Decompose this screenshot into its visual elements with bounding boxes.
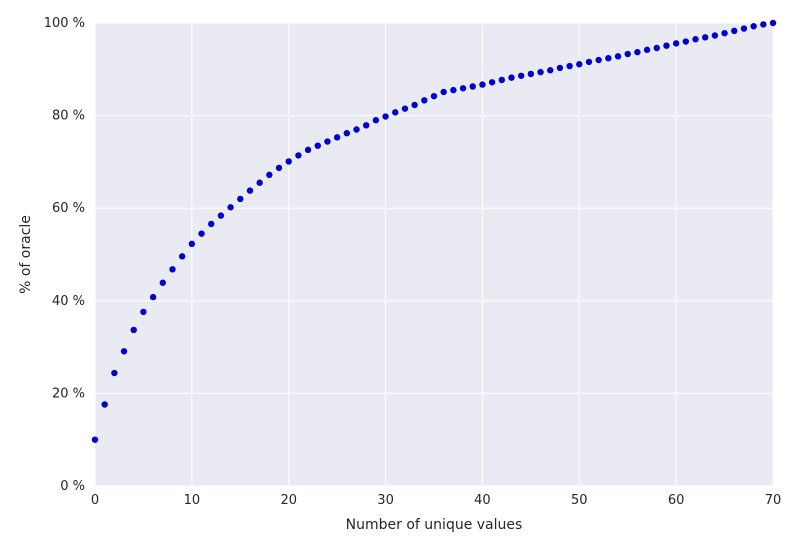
data-point xyxy=(537,68,544,76)
data-point xyxy=(624,50,631,58)
data-point xyxy=(198,230,205,237)
x-gridlines xyxy=(94,23,774,486)
data-point xyxy=(149,293,157,301)
y-tick-label: 40 % xyxy=(52,294,85,309)
data-point xyxy=(324,138,331,145)
y-gridlines xyxy=(95,22,773,487)
data-point xyxy=(450,86,457,94)
data-points xyxy=(91,19,777,443)
y-tick-label: 80 % xyxy=(52,109,85,124)
data-point xyxy=(295,152,302,159)
data-point xyxy=(508,74,515,81)
data-point xyxy=(285,158,292,165)
data-point xyxy=(91,436,99,443)
data-point xyxy=(120,348,128,355)
data-point xyxy=(672,40,680,47)
data-point xyxy=(634,48,641,56)
x-tick-labels: 0 10 20 30 40 50 60 70 xyxy=(91,493,781,508)
data-point xyxy=(140,308,147,316)
data-point xyxy=(314,142,321,149)
y-axis-label: % of oracle xyxy=(18,215,34,294)
data-point xyxy=(566,62,573,70)
data-point xyxy=(547,67,554,74)
data-point xyxy=(643,46,651,54)
y-tick-labels: 0 % 20 % 40 % 60 % 80 % 100 % xyxy=(44,16,85,494)
data-point xyxy=(430,92,438,100)
data-point xyxy=(178,253,186,260)
data-point xyxy=(459,85,467,92)
x-tick-label: 10 xyxy=(184,493,201,508)
data-point xyxy=(372,117,380,124)
data-point xyxy=(208,220,215,228)
data-point xyxy=(353,126,360,133)
data-point xyxy=(237,195,244,203)
data-point xyxy=(769,19,777,27)
data-point xyxy=(682,38,690,45)
data-point xyxy=(227,204,234,211)
data-point xyxy=(576,61,583,68)
y-tick-label: 0 % xyxy=(60,479,85,494)
x-tick-label: 40 xyxy=(474,493,491,508)
x-axis-label: Number of unique values xyxy=(346,517,523,533)
data-point xyxy=(469,83,476,90)
data-point xyxy=(343,129,351,137)
data-point xyxy=(605,54,612,62)
data-point xyxy=(517,72,525,79)
data-point xyxy=(159,279,166,286)
data-point xyxy=(217,212,225,219)
y-tick-label: 100 % xyxy=(44,16,85,31)
data-point xyxy=(111,369,118,377)
data-point xyxy=(692,36,699,43)
data-point xyxy=(711,32,719,39)
data-point xyxy=(653,44,660,52)
data-point xyxy=(595,56,602,64)
data-point xyxy=(488,79,496,86)
data-point xyxy=(498,76,505,84)
data-point xyxy=(740,25,748,32)
data-point xyxy=(101,401,108,408)
data-point xyxy=(760,21,767,28)
data-point xyxy=(266,171,273,179)
x-tick-label: 30 xyxy=(377,493,394,508)
y-tick-label: 60 % xyxy=(52,201,85,216)
data-point xyxy=(382,113,389,120)
x-tick-label: 20 xyxy=(280,493,297,508)
data-point xyxy=(750,23,757,30)
data-point xyxy=(188,240,196,248)
plot-background xyxy=(95,23,773,486)
data-point xyxy=(421,97,428,104)
y-tick-label: 20 % xyxy=(52,386,85,401)
data-point xyxy=(333,134,341,141)
data-point xyxy=(614,53,622,60)
data-point xyxy=(479,81,486,88)
data-point xyxy=(392,109,399,116)
data-point xyxy=(585,58,593,66)
data-point xyxy=(130,326,137,334)
x-tick-label: 70 xyxy=(765,493,782,508)
x-tick-label: 50 xyxy=(571,493,588,508)
data-point xyxy=(401,105,409,112)
x-tick-label: 0 xyxy=(91,493,99,508)
data-point xyxy=(411,101,418,109)
data-point xyxy=(169,266,176,273)
data-point xyxy=(256,179,263,186)
x-tick-label: 60 xyxy=(668,493,685,508)
data-point xyxy=(556,64,564,72)
data-point xyxy=(527,70,535,78)
data-point xyxy=(363,122,370,129)
data-point xyxy=(275,164,283,172)
data-point xyxy=(731,27,738,35)
data-point xyxy=(440,88,447,96)
data-point xyxy=(721,29,728,37)
data-point xyxy=(246,187,254,194)
data-point xyxy=(663,42,670,49)
data-point xyxy=(702,34,709,41)
data-point xyxy=(304,146,312,154)
